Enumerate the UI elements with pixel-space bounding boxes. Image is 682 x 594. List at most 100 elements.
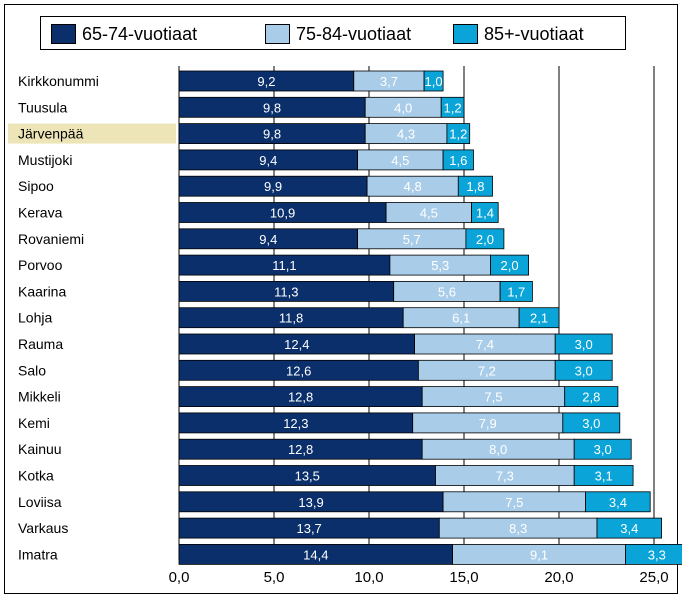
category-label: Rovaniemi <box>18 231 84 247</box>
bar-segment <box>564 386 619 408</box>
x-tick-label: 20,0 <box>544 569 573 586</box>
category-highlight <box>8 123 176 144</box>
category-label: Sipoo <box>18 178 54 194</box>
data-label: 5,7 <box>403 232 421 247</box>
data-label: 12,6 <box>286 363 311 378</box>
data-label: 7,4 <box>476 337 494 352</box>
x-tick-label: 25,0 <box>639 569 668 586</box>
legend-label-85plus: 85+-vuotiaat <box>484 23 584 44</box>
data-label: 7,9 <box>479 416 497 431</box>
bar-segment <box>625 544 682 565</box>
legend-label-65-74: 65-74-vuotiaat <box>82 23 198 44</box>
data-label: 6,1 <box>452 311 470 326</box>
x-tick-label: 15,0 <box>449 569 478 586</box>
data-label: 1,4 <box>476 206 494 221</box>
category-label: Imatra <box>18 546 58 562</box>
data-label: 9,2 <box>257 74 275 89</box>
data-label: 7,2 <box>478 363 496 378</box>
data-label: 12,4 <box>284 337 309 352</box>
data-label: 4,8 <box>404 179 422 194</box>
bar-segment <box>573 438 632 460</box>
data-label: 3,7 <box>380 74 398 89</box>
category-label: Kirkkonummi <box>18 73 99 89</box>
category-label: Rauma <box>18 336 63 352</box>
x-tick-label: 10,0 <box>354 569 383 586</box>
bar-segment <box>465 228 505 250</box>
data-label: 2,8 <box>582 390 600 405</box>
data-label: 7,5 <box>505 495 523 510</box>
category-label: Tuusula <box>18 99 68 115</box>
data-label: 7,5 <box>484 390 502 405</box>
data-label: 3,4 <box>609 495 627 510</box>
bar-segment <box>423 70 444 92</box>
data-label: 1,2 <box>449 127 467 142</box>
legend: 65-74-vuotiaat 75-84-vuotiaat 85+-vuotia… <box>40 16 626 50</box>
category-label: Kaarina <box>18 283 66 299</box>
data-label: 5,3 <box>431 258 449 273</box>
data-label: 4,0 <box>394 100 412 115</box>
data-label: 3,0 <box>594 442 612 457</box>
data-label: 3,4 <box>620 521 638 536</box>
data-label: 3,1 <box>595 469 613 484</box>
bar-segment <box>554 333 613 355</box>
bar-segment <box>554 359 613 381</box>
bar-segment <box>471 202 499 223</box>
data-label: 8,3 <box>509 521 527 536</box>
data-label: 9,8 <box>263 100 281 115</box>
legend-swatch-75-84 <box>265 24 290 44</box>
data-label: 3,0 <box>575 337 593 352</box>
data-label: 12,8 <box>288 442 313 457</box>
data-label: 13,7 <box>296 521 321 536</box>
category-label: Mikkeli <box>18 389 61 405</box>
data-label: 14,4 <box>303 547 328 562</box>
data-label: 4,5 <box>420 206 438 221</box>
bar-segment <box>440 96 465 118</box>
category-label: Varkaus <box>18 520 68 536</box>
x-tick-label: 0,0 <box>169 569 190 586</box>
category-label: Kainuu <box>18 441 62 457</box>
bar-segment <box>596 517 662 539</box>
category-label: Salo <box>18 362 46 378</box>
x-tick-label: 5,0 <box>264 569 285 586</box>
data-label: 9,9 <box>264 179 282 194</box>
category-label: Kemi <box>18 415 50 431</box>
bar-segment <box>562 412 621 434</box>
data-label: 13,9 <box>298 495 323 510</box>
bar-segment <box>518 307 560 329</box>
category-label: Kerava <box>18 205 63 221</box>
legend-swatch-85plus <box>453 24 478 44</box>
data-label: 2,0 <box>476 232 494 247</box>
data-label: 9,1 <box>530 547 548 562</box>
bar-segment <box>446 123 471 144</box>
data-label: 3,0 <box>575 363 593 378</box>
data-label: 12,8 <box>288 390 313 405</box>
data-label: 1,2 <box>444 100 462 115</box>
data-label: 4,3 <box>397 127 415 142</box>
bar-segment <box>499 280 533 302</box>
data-label: 11,1 <box>272 258 296 273</box>
data-label: 1,6 <box>449 153 467 168</box>
data-label: 9,4 <box>259 232 277 247</box>
legend-label-75-84: 75-84-vuotiaat <box>296 23 412 44</box>
legend-item-65-74: 65-74-vuotiaat <box>51 22 197 46</box>
data-label: 5,6 <box>438 284 456 299</box>
data-label: 9,4 <box>259 153 277 168</box>
data-label: 3,3 <box>648 547 666 562</box>
data-label: 12,3 <box>283 416 308 431</box>
data-label: 11,8 <box>279 311 303 326</box>
data-label: 13,5 <box>295 469 320 484</box>
category-label: Loviisa <box>18 494 62 510</box>
category-label: Kotka <box>18 468 54 484</box>
data-label: 7,3 <box>496 469 514 484</box>
data-label: 9,8 <box>263 127 281 142</box>
category-label: Mustijoki <box>18 152 72 168</box>
data-label: 10,9 <box>270 206 295 221</box>
bar-segment <box>573 465 634 486</box>
legend-swatch-65-74 <box>51 24 76 44</box>
legend-item-75-84: 75-84-vuotiaat <box>265 22 411 46</box>
data-label: 1,0 <box>425 74 443 89</box>
data-label: 11,3 <box>274 284 298 299</box>
bar-segment <box>585 491 651 513</box>
legend-item-85plus: 85+-vuotiaat <box>453 22 584 46</box>
bar-segment <box>442 149 474 171</box>
